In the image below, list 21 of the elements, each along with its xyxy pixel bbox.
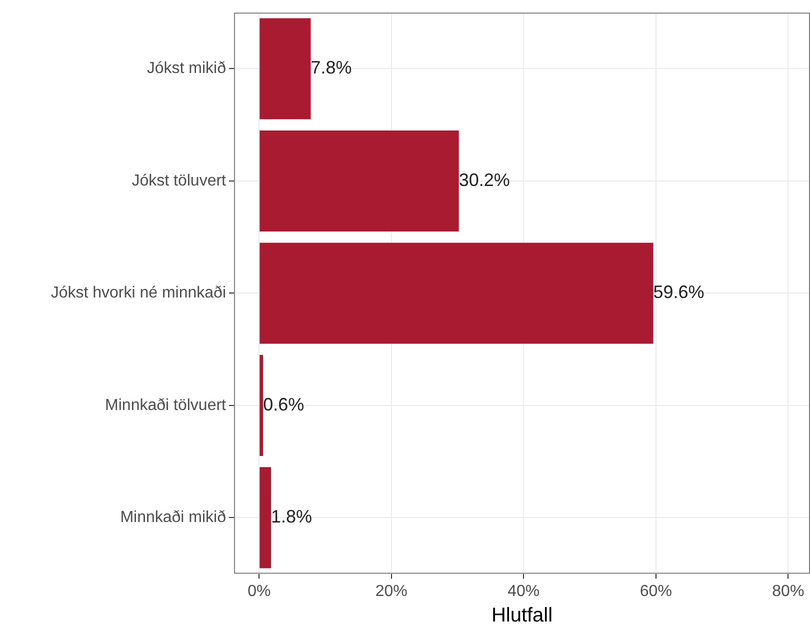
x-tick-label: 20% bbox=[375, 582, 408, 600]
data-label: 59.6% bbox=[653, 282, 704, 302]
x-tick-label: 60% bbox=[640, 582, 672, 600]
y-tick-label: Minnkaði mikið bbox=[120, 509, 226, 526]
data-label: 7.8% bbox=[310, 58, 352, 78]
y-tick-label: Jókst hvorki né minnkaði bbox=[50, 284, 226, 302]
bar bbox=[260, 242, 654, 344]
data-label: 0.6% bbox=[263, 394, 304, 414]
x-tick-label: 40% bbox=[508, 582, 540, 600]
x-tick-label: 0% bbox=[248, 582, 271, 600]
y-tick-label: Jókst mikið bbox=[146, 60, 226, 78]
bar bbox=[260, 18, 311, 120]
y-tick-label: Jókst töluvert bbox=[132, 172, 227, 190]
x-axis-title: Hlutfall bbox=[491, 604, 553, 627]
bar bbox=[260, 354, 264, 456]
data-label: 30.2% bbox=[458, 170, 510, 190]
bar bbox=[260, 467, 272, 568]
y-tick-label: Minnkaði tölvuert bbox=[105, 396, 227, 414]
bar bbox=[260, 130, 459, 232]
x-tick-label: 80% bbox=[772, 582, 804, 600]
data-label: 1.8% bbox=[271, 506, 312, 527]
